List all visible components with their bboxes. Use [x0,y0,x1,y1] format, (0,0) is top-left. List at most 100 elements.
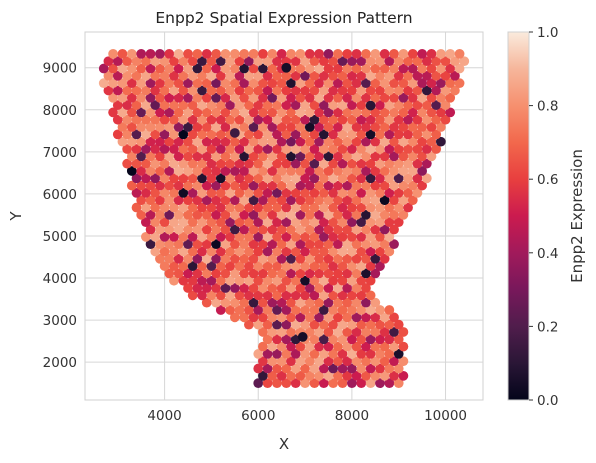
scatter-point [201,239,212,250]
scatter-point [248,297,259,308]
scatter-point [150,231,161,242]
scatter-point [431,129,442,140]
scatter-point [295,180,306,191]
scatter-point [197,56,207,67]
scatter-point [267,180,278,191]
scatter-point [155,195,165,206]
colorbar-tick-label: 0.8 [537,99,558,115]
scatter-point [347,261,357,271]
scatter-point [318,173,329,184]
scatter-point [328,129,339,140]
scatter-point [150,114,161,125]
scatter-point [258,122,268,132]
scatter-point [435,63,446,74]
scatter-point [300,261,310,271]
scatter-point [164,63,175,74]
scatter-point [248,239,259,250]
scatter-point [267,356,278,367]
scatter-point [384,100,395,110]
scatter-point [384,114,395,125]
scatter-point [276,107,287,118]
scatter-point [164,253,175,264]
colorbar-gradient [507,31,530,401]
scatter-point [211,78,221,89]
scatter-point [173,92,184,103]
scatter-point [342,180,353,191]
scatter-point [389,122,399,132]
scatter-point [328,100,339,110]
scatter-point [295,92,306,103]
scatter-point [342,78,353,89]
scatter-point [192,268,203,279]
scatter-point [126,151,137,162]
scatter-point [225,85,236,96]
scatter-point [131,188,142,198]
scatter-point [112,70,123,81]
scatter-point [276,224,287,235]
scatter-point [178,56,189,67]
scatter-point [286,356,296,367]
scatter-point [239,136,250,147]
scatter-point [389,107,399,118]
scatter-point [361,63,371,74]
scatter-point [337,334,348,345]
scatter-point [445,78,456,89]
scatter-point [197,114,207,125]
scatter-point [379,166,390,176]
scatter-point [403,188,413,198]
scatter-point [159,202,170,213]
scatter-point [187,173,198,184]
scatter-point [450,70,460,81]
scatter-point [426,49,437,59]
scatter-point [178,129,189,140]
scatter-point [220,195,231,206]
scatter-point [304,356,315,367]
scatter-point [290,70,301,81]
scatter-point [281,100,292,110]
scatter-point [337,261,348,271]
scatter-point [281,188,292,198]
scatter-point [398,195,409,206]
scatter-point [225,290,236,301]
scatter-point [342,239,353,250]
scatter-point [169,114,179,125]
y-tick-label: 6000 [43,187,77,203]
scatter-point [361,107,371,118]
scatter-point [272,261,282,271]
scatter-point [173,122,184,132]
scatter-point [248,63,259,74]
scatter-point [159,114,170,125]
scatter-point [201,63,212,74]
scatter-point [206,231,217,242]
scatter-point [407,122,418,132]
scatter-point [178,100,189,110]
scatter-point [323,122,334,132]
scatter-point [187,114,198,125]
scatter-point [347,158,357,169]
scatter-point [375,114,385,125]
scatter-point [281,173,292,184]
scatter-point [304,92,315,103]
scatter-point [164,268,175,279]
scatter-point [187,275,198,286]
scatter-point [155,49,165,59]
scatter-point [206,217,217,228]
scatter-point [164,239,175,250]
scatter-point [337,202,348,213]
scatter-point [347,349,357,359]
scatter-point [342,341,353,352]
scatter-point [286,327,296,337]
colorbar-tick-label: 1.0 [537,25,558,41]
scatter-point [323,209,334,220]
scatter-point [234,114,245,125]
scatter-point [323,180,334,191]
scatter-point [337,349,348,359]
scatter-point [155,209,165,220]
scatter-point [403,100,413,110]
scatter-point [281,319,292,330]
scatter-point [192,136,203,147]
scatter-point [384,85,395,96]
scatter-point [314,92,324,103]
y-tick-label: 3000 [43,313,77,329]
scatter-point [379,63,390,74]
